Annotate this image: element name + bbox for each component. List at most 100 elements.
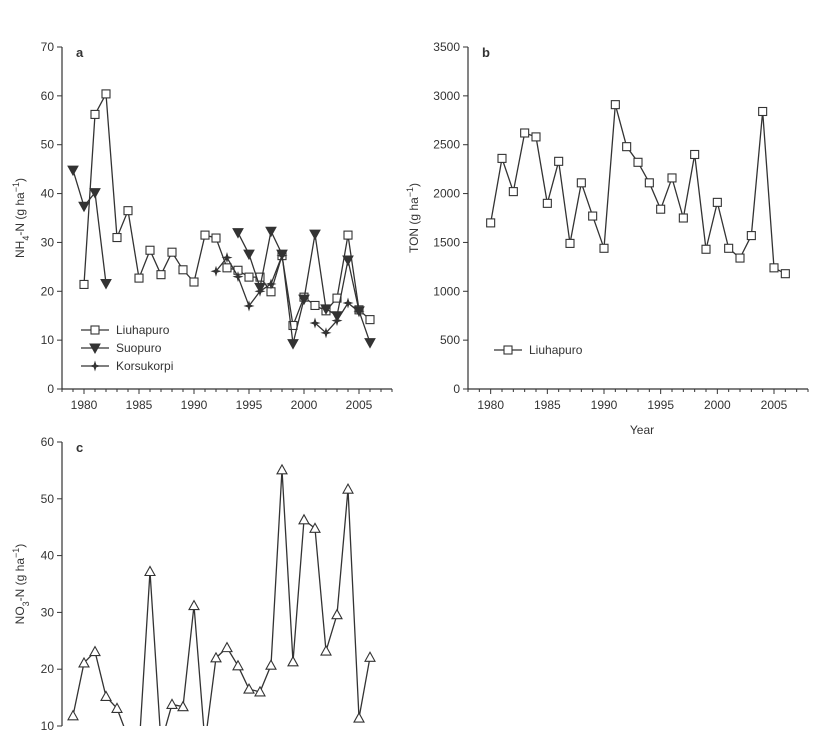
data-point: [78, 656, 90, 668]
y-axis-title: TON (g ha−1): [405, 183, 421, 253]
data-point: [221, 641, 233, 653]
data-point: [644, 178, 654, 188]
data-point: [309, 229, 321, 241]
panel-a: 0 10 20 30 40 50 60 70 1980 1985 1990 1995 2000 2005 N…: [11, 40, 393, 412]
data-point: [265, 278, 277, 290]
data-point: [690, 149, 700, 160]
data-point: [232, 228, 244, 239]
y-tick-label: 3500: [433, 40, 460, 54]
data-point: [167, 247, 177, 257]
data-point: [123, 732, 133, 741]
legend-label: Liuhapuro: [116, 323, 170, 337]
data-point: [243, 682, 255, 694]
data-point: [353, 711, 365, 723]
data-point: [554, 156, 564, 166]
data-point: [508, 187, 518, 197]
data-point: [134, 744, 144, 750]
data-point: [244, 272, 254, 282]
data-point: [735, 253, 745, 263]
x-tick-label: 2000: [704, 398, 731, 412]
data-point: [588, 211, 598, 221]
data-point: [78, 201, 90, 213]
x-tick-label: 1980: [71, 398, 98, 412]
y-tick-label: 0: [47, 382, 54, 396]
data-point: [342, 297, 354, 309]
legend-label: Liuhapuro: [529, 343, 583, 357]
data-point: [67, 165, 79, 177]
y-axis-title: NH4-N (g ha−1): [11, 178, 31, 258]
data-point: [712, 197, 722, 207]
data-point: [90, 109, 100, 119]
data-point: [298, 513, 310, 525]
y-tick-label: 2000: [433, 187, 460, 201]
y-tick-label: 30: [41, 605, 55, 619]
y-tick-label: 2500: [433, 138, 460, 152]
data-point: [188, 599, 200, 611]
data-point: [243, 249, 255, 261]
y-tick-label: 1500: [433, 235, 460, 249]
data-point: [134, 273, 144, 283]
data-point: [254, 285, 266, 297]
data-point: [364, 338, 376, 349]
data-point: [667, 173, 677, 183]
y-tick-label: 20: [41, 284, 55, 298]
data-point: [189, 277, 199, 287]
data-point: [678, 213, 688, 223]
data-point: [531, 132, 541, 142]
x-tick-label: 2005: [761, 398, 788, 412]
data-point: [111, 702, 123, 713]
legend-marker: [503, 345, 513, 355]
data-point: [622, 142, 632, 152]
data-point: [342, 255, 354, 267]
data-point: [364, 651, 376, 662]
series-korsukorpi: [210, 250, 365, 339]
data-point: [520, 128, 530, 138]
series-liuhapuro: [486, 100, 790, 279]
data-point: [100, 690, 112, 702]
data-point: [178, 265, 188, 275]
data-point: [486, 218, 496, 228]
series-line: [490, 104, 786, 275]
data-point: [320, 304, 332, 315]
data-point: [342, 483, 354, 494]
data-point: [101, 89, 111, 99]
panel-label: c: [76, 440, 83, 455]
data-point: [599, 243, 609, 253]
x-tick-label: 1990: [591, 398, 618, 412]
data-point: [211, 233, 221, 243]
data-point: [343, 230, 353, 240]
panel-label: a: [76, 45, 84, 60]
data-point: [309, 522, 321, 533]
data-point: [310, 300, 320, 311]
series-line: [72, 469, 371, 726]
data-point: [79, 279, 89, 289]
y-tick-label: 60: [41, 435, 55, 449]
data-point: [265, 226, 277, 238]
data-point: [287, 339, 299, 350]
y-tick-label: 60: [41, 89, 55, 103]
data-point: [576, 178, 586, 188]
data-point: [222, 263, 232, 273]
legend-marker: [89, 360, 101, 372]
data-point: [633, 157, 643, 167]
y-tick-label: 3000: [433, 89, 460, 103]
legend-label: Korsukorpi: [116, 359, 173, 373]
data-point: [610, 100, 620, 110]
y-tick-label: 1000: [433, 284, 460, 298]
data-point: [287, 655, 299, 667]
data-point: [276, 250, 288, 262]
data-point: [100, 278, 112, 290]
y-tick-label: 10: [41, 333, 55, 347]
x-tick-label: 1990: [181, 398, 208, 412]
data-point: [166, 698, 178, 709]
series-liuhapuro: [79, 89, 375, 331]
series-line: [72, 169, 107, 284]
data-point: [331, 608, 343, 620]
data-point: [200, 230, 210, 240]
data-point: [724, 243, 734, 253]
data-point: [156, 738, 166, 747]
data-point: [243, 300, 255, 312]
series-data: [67, 463, 376, 750]
y-tick-label: 0: [453, 382, 460, 396]
